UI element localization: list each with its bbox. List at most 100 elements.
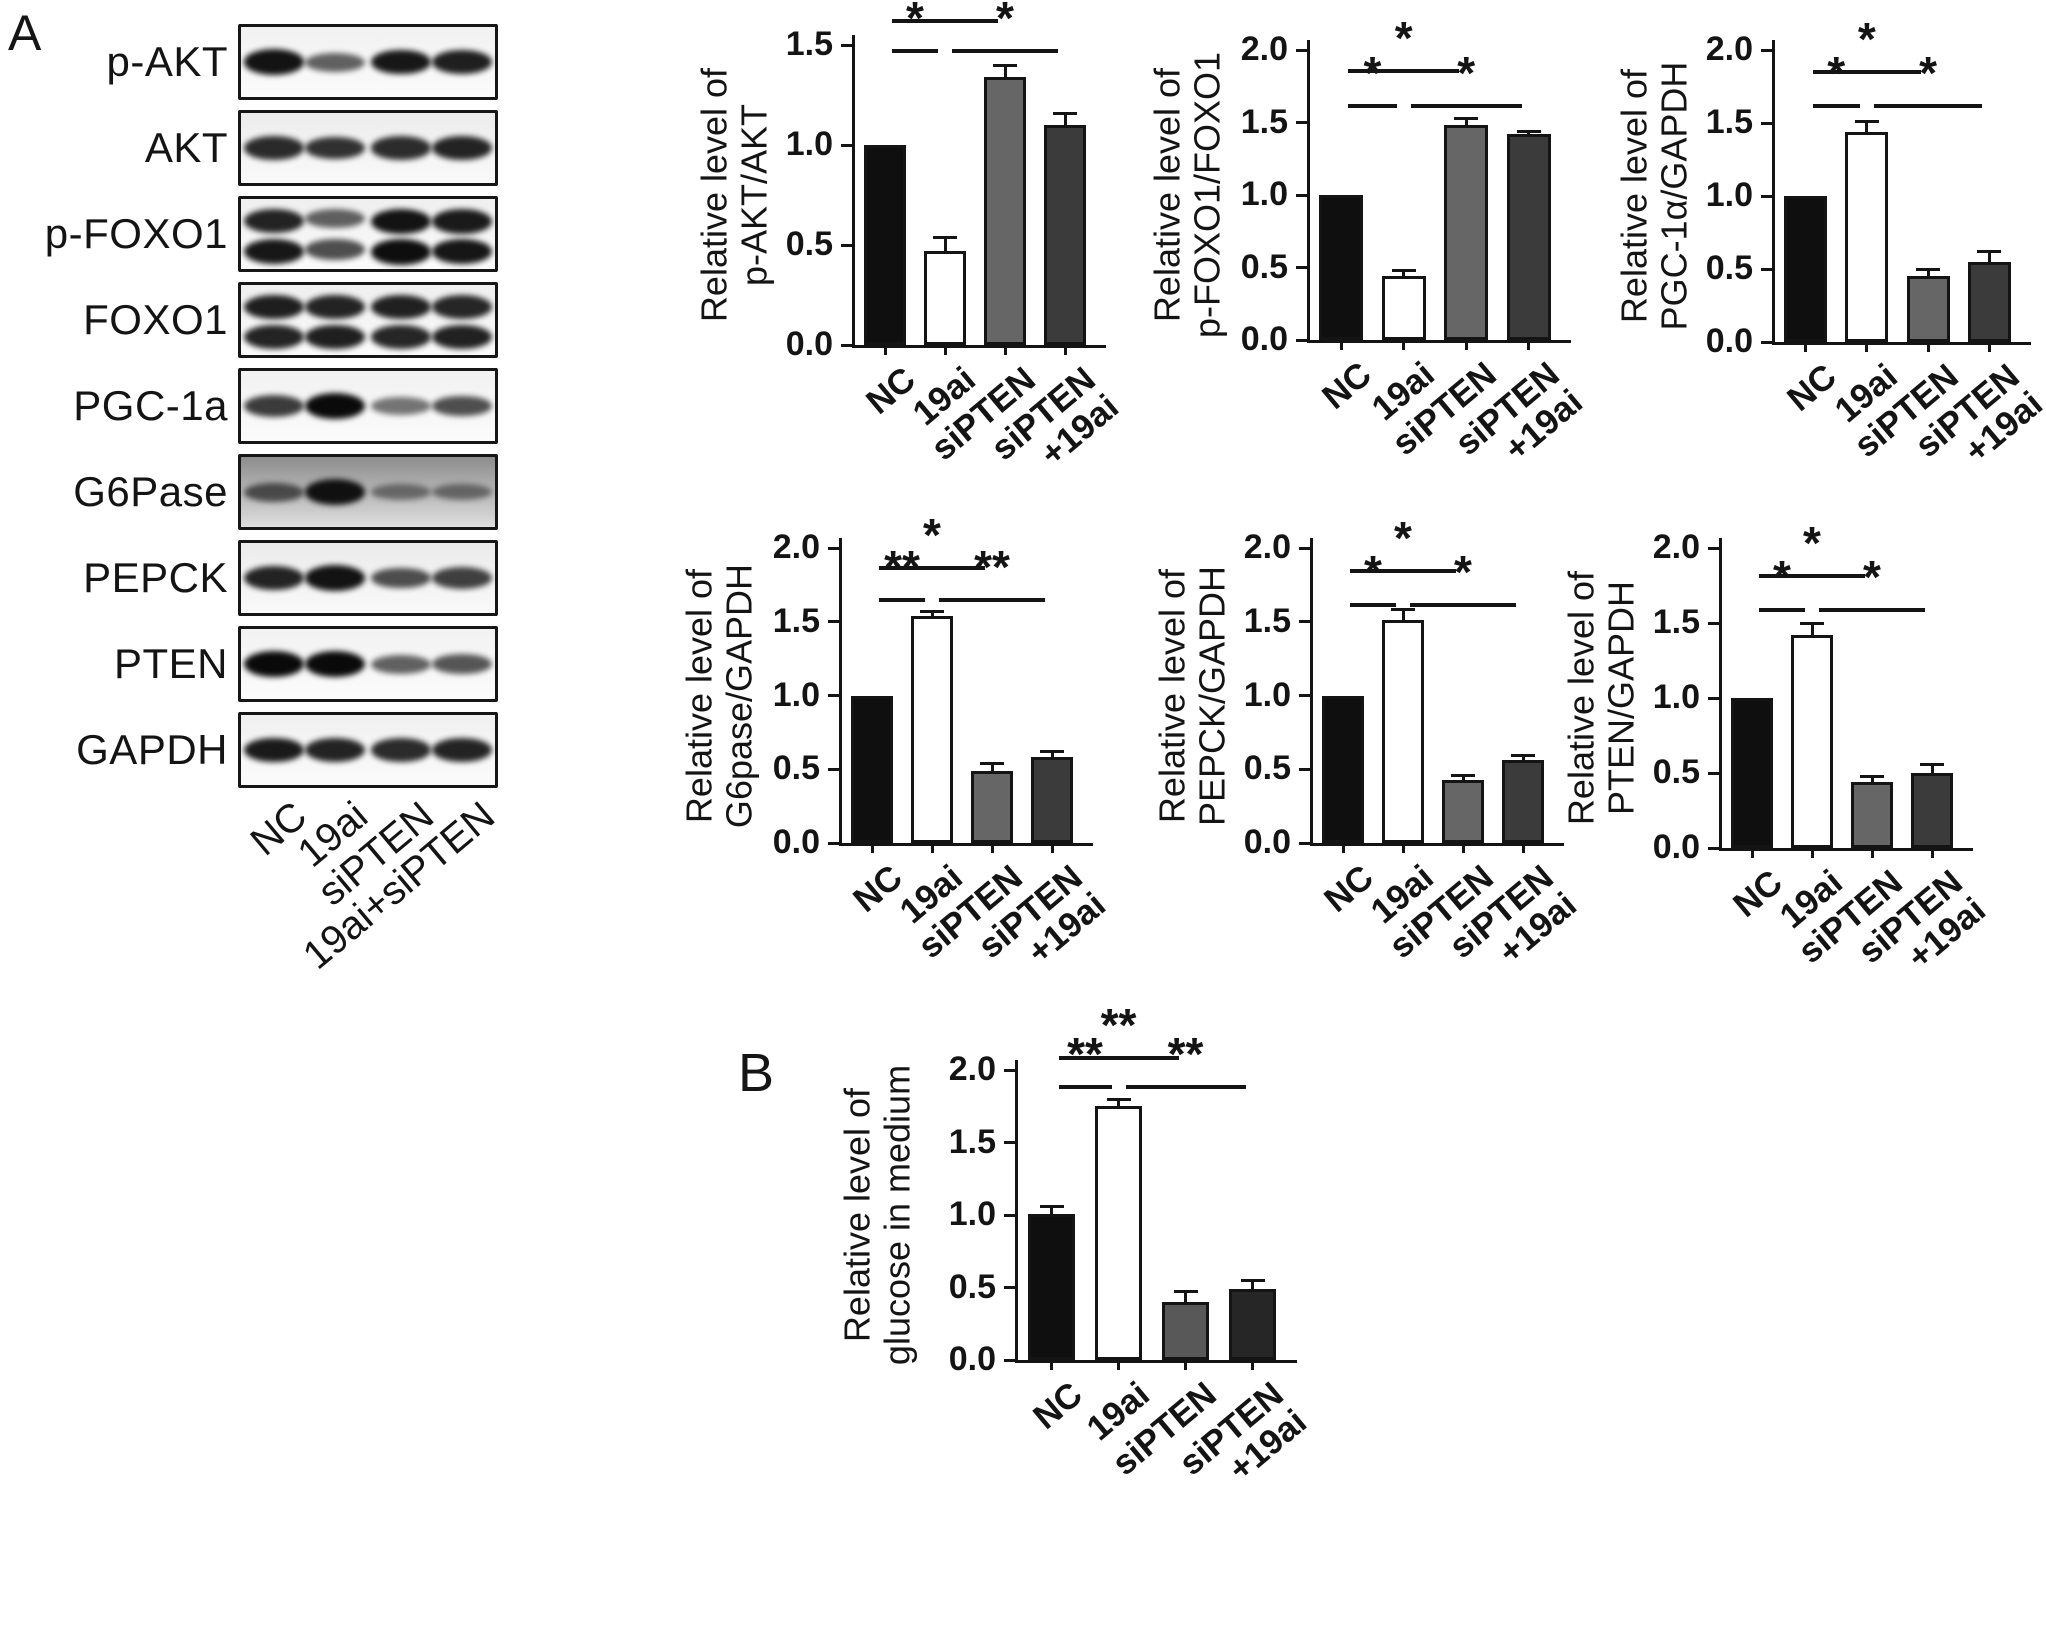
- y-tick: [1296, 121, 1307, 124]
- y-tick: [828, 767, 839, 771]
- x-tick: [1461, 843, 1465, 853]
- error-bar: [1987, 251, 1991, 262]
- blot-band: [244, 482, 305, 502]
- error-bar: [1251, 1280, 1254, 1289]
- y-tick-label: 1.5: [785, 25, 833, 63]
- y-tick: [1761, 340, 1772, 344]
- blot-row-label: p-AKT: [106, 38, 228, 85]
- significance-line: [1759, 608, 1805, 612]
- significance-line: [879, 565, 985, 570]
- x-tick: [1750, 848, 1754, 858]
- y-tick: [1299, 694, 1310, 697]
- error-bar: [1930, 764, 1934, 773]
- y-tick-label: 1.0: [948, 1195, 996, 1233]
- error-bar-cap: [1451, 773, 1475, 777]
- y-tick: [828, 620, 839, 624]
- error-bar-cap: [1454, 116, 1479, 120]
- blot-row: PEPCK: [0, 540, 498, 616]
- significance-label: *: [1457, 46, 1476, 99]
- error-bar: [1184, 1291, 1187, 1302]
- significance-label: *: [1364, 545, 1382, 598]
- significance-line: [1819, 608, 1925, 612]
- error-bar-cap: [1854, 120, 1879, 124]
- y-tick-label: 2.0: [1705, 30, 1753, 68]
- blot-band: [371, 136, 432, 160]
- error-bar: [1870, 776, 1874, 782]
- y-tick-label: 2.0: [1652, 528, 1700, 566]
- y-tick: [1761, 267, 1772, 271]
- x-tick: [883, 345, 887, 355]
- blot-band: [244, 651, 305, 677]
- blot-band: [371, 654, 432, 674]
- y-axis-label: Relative level of G6pase/GAPDH: [678, 563, 760, 828]
- blot-band: [431, 49, 492, 75]
- x-tick: [1184, 1360, 1187, 1370]
- x-tick: [943, 345, 947, 355]
- blot-band: [244, 239, 305, 264]
- blot-band: [304, 738, 365, 762]
- significance-label: **: [1167, 1027, 1204, 1080]
- error-bar-cap: [1040, 750, 1064, 754]
- blot-band: [244, 295, 305, 320]
- x-tick: [1063, 345, 1067, 355]
- y-tick-label: 0.5: [948, 1267, 996, 1306]
- blot-band: [371, 567, 432, 589]
- y-axis-label: Relative level of glucose in medium: [836, 1064, 918, 1366]
- significance-line: [1759, 573, 1865, 578]
- bar: [1784, 196, 1828, 342]
- blot-image: [238, 712, 498, 788]
- blot-row: PGC-1a: [0, 368, 498, 444]
- x-axis: [1307, 340, 1571, 343]
- significance-line: [1058, 1055, 1179, 1060]
- x-tick: [1402, 340, 1406, 350]
- blot-row: p-FOXO1: [0, 196, 498, 272]
- blot-band: [304, 393, 365, 419]
- y-tick-label: 0.5: [1240, 247, 1288, 286]
- significance-label: *: [875, 0, 1015, 11]
- error-bar: [1464, 118, 1468, 126]
- x-tick: [1521, 843, 1525, 853]
- y-tick-label: 1.0: [1240, 175, 1288, 213]
- y-tick: [1296, 338, 1307, 342]
- blot-band: [371, 49, 432, 75]
- x-tick: [870, 843, 874, 853]
- significance-line: [1350, 568, 1456, 573]
- significance-line: [1812, 104, 1860, 109]
- bar: [1382, 620, 1424, 843]
- bar: [1162, 1302, 1209, 1360]
- y-tick: [1299, 620, 1310, 624]
- y-tick-label: 0.0: [948, 1340, 996, 1378]
- significance-label: *: [1919, 47, 1938, 100]
- significance-line: [1348, 103, 1397, 108]
- significance-line: [1410, 602, 1516, 607]
- y-tick: [1761, 48, 1772, 52]
- error-bar: [1401, 609, 1405, 621]
- bar: [1911, 773, 1953, 848]
- y-tick: [828, 694, 839, 697]
- western-blot-panel: p-AKT AKT p-FOXO1 FOXO1 PGC-1a G6Pase PE…: [0, 24, 498, 788]
- x-axis: [1772, 342, 2031, 345]
- blot-row: p-AKT: [0, 24, 498, 100]
- x-axis: [839, 843, 1093, 846]
- blot-row-label: GAPDH: [76, 726, 228, 773]
- x-tick: [1527, 340, 1531, 350]
- error-bar: [990, 763, 994, 771]
- blot-row: AKT: [0, 110, 498, 186]
- blot-image: [238, 368, 498, 444]
- bar: [1845, 131, 1889, 342]
- y-tick-label: 0.5: [1705, 249, 1753, 287]
- blot-band: [371, 209, 432, 235]
- x-tick: [1117, 1360, 1120, 1370]
- error-bar-cap: [1106, 1097, 1131, 1101]
- blot-band: [431, 325, 492, 350]
- y-tick: [1296, 266, 1307, 269]
- bar: [1967, 261, 2011, 342]
- y-tick-label: 1.5: [1705, 103, 1753, 141]
- x-axis: [1310, 843, 1564, 846]
- blot-band: [371, 325, 432, 349]
- x-tick: [1926, 342, 1930, 352]
- y-tick: [1761, 121, 1772, 125]
- y-axis: [852, 35, 855, 348]
- y-tick: [841, 343, 852, 347]
